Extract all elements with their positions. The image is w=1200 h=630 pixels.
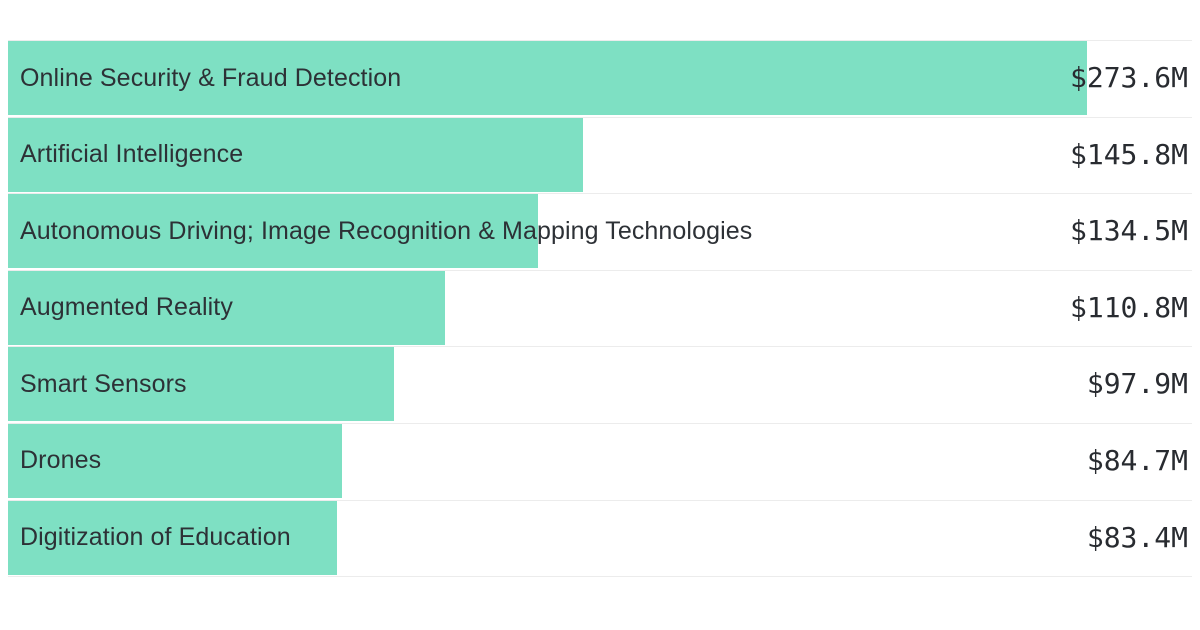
bar [8,423,343,498]
bar-value-label: $145.8M [1069,137,1188,171]
bar-row: Artificial Intelligence $145.8M [8,117,1192,195]
bar-chart: Online Security & Fraud Detection $273.6M… [8,40,1192,578]
bar [8,347,395,422]
bar-value-label: $273.6M [1069,61,1188,94]
bar [8,117,583,192]
bar [8,41,1087,115]
bar-value-label: $110.8M [1069,290,1188,324]
bar-value-label: $134.5M [1069,214,1188,248]
bar-value-label: $97.9M [1086,367,1188,401]
bar-row: Drones $84.7M [8,423,1192,501]
bar-row: Digitization of Education $83.4M [8,500,1192,578]
bar-category-label: Smart Sensors [20,369,187,398]
bar-value-label: $83.4M [1086,520,1188,554]
bar-row: Smart Sensors $97.9M [8,347,1192,424]
bar-row: Online Security & Fraud Detection $273.6M [8,41,1192,118]
bar-row: Autonomous Driving; Image Recognition & … [8,194,1192,271]
bar [8,500,337,575]
bar-row: Augmented Reality $110.8M [8,270,1192,348]
bar-category-label: Online Security & Fraud Detection [20,63,402,92]
bar-category-label: Digitization of Education [20,523,291,552]
bar-category-label: Autonomous Driving; Image Recognition & … [20,216,753,245]
bar-category-label: Drones [20,446,102,475]
bar [8,194,539,269]
bar-value-label: $84.7M [1086,443,1188,477]
bar-category-label: Artificial Intelligence [20,140,244,169]
bar-category-label: Augmented Reality [20,293,233,322]
bar [8,270,445,345]
